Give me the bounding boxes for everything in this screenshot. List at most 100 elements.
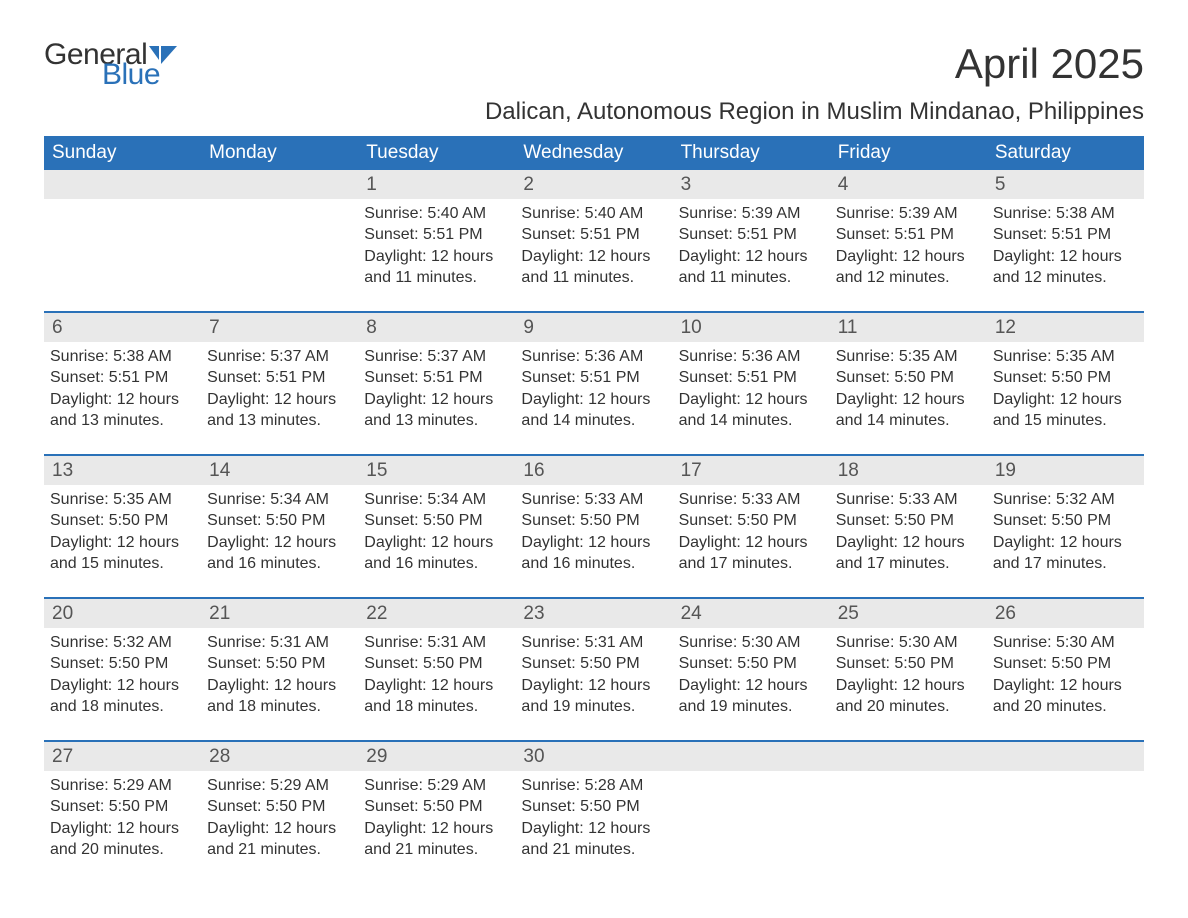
day-number: 4: [830, 170, 987, 199]
sunset-text: Sunset: 5:51 PM: [679, 367, 824, 389]
daylight-text: Daylight: 12 hours and 15 minutes.: [993, 389, 1138, 432]
daylight-text: Daylight: 12 hours and 12 minutes.: [836, 246, 981, 289]
sunrise-text: Sunrise: 5:29 AM: [207, 775, 352, 797]
day-cell: 27Sunrise: 5:29 AMSunset: 5:50 PMDayligh…: [44, 742, 201, 865]
sunrise-text: Sunrise: 5:33 AM: [836, 489, 981, 511]
weekday-header-row: SundayMondayTuesdayWednesdayThursdayFrid…: [44, 136, 1144, 170]
day-number: 19: [987, 456, 1144, 485]
day-number: 23: [515, 599, 672, 628]
sunset-text: Sunset: 5:50 PM: [207, 653, 352, 675]
sunrise-text: Sunrise: 5:30 AM: [836, 632, 981, 654]
sunrise-text: Sunrise: 5:35 AM: [50, 489, 195, 511]
sunrise-text: Sunrise: 5:30 AM: [993, 632, 1138, 654]
daylight-text: Daylight: 12 hours and 13 minutes.: [207, 389, 352, 432]
sunrise-text: Sunrise: 5:40 AM: [364, 203, 509, 225]
daylight-text: Daylight: 12 hours and 19 minutes.: [521, 675, 666, 718]
day-number: 16: [515, 456, 672, 485]
sunset-text: Sunset: 5:50 PM: [836, 510, 981, 532]
sunset-text: Sunset: 5:50 PM: [364, 796, 509, 818]
day-number: 5: [987, 170, 1144, 199]
day-number: [830, 742, 987, 771]
day-cell: 1Sunrise: 5:40 AMSunset: 5:51 PMDaylight…: [358, 170, 515, 293]
sunrise-text: Sunrise: 5:37 AM: [364, 346, 509, 368]
page-title: April 2025: [955, 40, 1144, 88]
day-cell: 15 Sunrise: 5:34 AMSunset: 5:50 PMDayligh…: [358, 456, 515, 579]
daylight-text: Daylight: 12 hours and 16 minutes.: [364, 532, 509, 575]
sunrise-text: Sunrise: 5:33 AM: [521, 489, 666, 511]
sunrise-text: Sunrise: 5:31 AM: [207, 632, 352, 654]
sunset-text: Sunset: 5:50 PM: [679, 510, 824, 532]
day-cell: 12Sunrise: 5:35 AMSunset: 5:50 PMDayligh…: [987, 313, 1144, 436]
day-cell: 3Sunrise: 5:39 AMSunset: 5:51 PMDaylight…: [673, 170, 830, 293]
sunset-text: Sunset: 5:50 PM: [521, 510, 666, 532]
sunrise-text: Sunrise: 5:34 AM: [364, 489, 509, 511]
day-cell: 2Sunrise: 5:40 AMSunset: 5:51 PMDaylight…: [515, 170, 672, 293]
sunset-text: Sunset: 5:50 PM: [836, 653, 981, 675]
sunrise-text: Sunrise: 5:39 AM: [679, 203, 824, 225]
header: General Blue April 2025: [44, 40, 1144, 90]
sunset-text: Sunset: 5:50 PM: [993, 510, 1138, 532]
sunrise-text: Sunrise: 5:38 AM: [50, 346, 195, 368]
sunset-text: Sunset: 5:50 PM: [207, 796, 352, 818]
day-cell: 19 Sunrise: 5:32 AMSunset: 5:50 PMDayligh…: [987, 456, 1144, 579]
day-number: 22: [358, 599, 515, 628]
day-cell: 4Sunrise: 5:39 AMSunset: 5:51 PMDaylight…: [830, 170, 987, 293]
day-number: 15: [358, 456, 515, 485]
daylight-text: Daylight: 12 hours and 11 minutes.: [521, 246, 666, 289]
day-number: 13: [44, 456, 201, 485]
weekday-header: Thursday: [673, 136, 830, 170]
daylight-text: Daylight: 12 hours and 19 minutes.: [679, 675, 824, 718]
sunset-text: Sunset: 5:50 PM: [993, 653, 1138, 675]
weekday-header: Tuesday: [358, 136, 515, 170]
sunset-text: Sunset: 5:50 PM: [364, 510, 509, 532]
sunrise-text: Sunrise: 5:35 AM: [836, 346, 981, 368]
day-cell: 6Sunrise: 5:38 AMSunset: 5:51 PMDaylight…: [44, 313, 201, 436]
sunrise-text: Sunrise: 5:33 AM: [679, 489, 824, 511]
day-number: [44, 170, 201, 199]
day-number: 27: [44, 742, 201, 771]
sunrise-text: Sunrise: 5:39 AM: [836, 203, 981, 225]
sunrise-text: Sunrise: 5:29 AM: [364, 775, 509, 797]
daylight-text: Daylight: 12 hours and 18 minutes.: [50, 675, 195, 718]
sunset-text: Sunset: 5:51 PM: [521, 367, 666, 389]
daylight-text: Daylight: 12 hours and 17 minutes.: [993, 532, 1138, 575]
day-number: 3: [673, 170, 830, 199]
daylight-text: Daylight: 12 hours and 13 minutes.: [364, 389, 509, 432]
sunset-text: Sunset: 5:50 PM: [836, 367, 981, 389]
day-number: 21: [201, 599, 358, 628]
daylight-text: Daylight: 12 hours and 11 minutes.: [679, 246, 824, 289]
sunrise-text: Sunrise: 5:30 AM: [679, 632, 824, 654]
day-number: 30: [515, 742, 672, 771]
sunset-text: Sunset: 5:50 PM: [207, 510, 352, 532]
day-cell: 26Sunrise: 5:30 AMSunset: 5:50 PMDayligh…: [987, 599, 1144, 722]
sunset-text: Sunset: 5:51 PM: [50, 367, 195, 389]
day-cell: 5Sunrise: 5:38 AMSunset: 5:51 PMDaylight…: [987, 170, 1144, 293]
calendar: SundayMondayTuesdayWednesdayThursdayFrid…: [44, 136, 1144, 865]
day-number: [987, 742, 1144, 771]
day-cell: [44, 170, 201, 293]
day-cell: 25Sunrise: 5:30 AMSunset: 5:50 PMDayligh…: [830, 599, 987, 722]
daylight-text: Daylight: 12 hours and 17 minutes.: [836, 532, 981, 575]
sunrise-text: Sunrise: 5:34 AM: [207, 489, 352, 511]
calendar-body: 1Sunrise: 5:40 AMSunset: 5:51 PMDaylight…: [44, 170, 1144, 865]
sunrise-text: Sunrise: 5:31 AM: [364, 632, 509, 654]
weekday-header: Wednesday: [515, 136, 672, 170]
weekday-header: Saturday: [987, 136, 1144, 170]
day-cell: 17Sunrise: 5:33 AMSunset: 5:50 PMDayligh…: [673, 456, 830, 579]
sunrise-text: Sunrise: 5:32 AM: [993, 489, 1138, 511]
sunset-text: Sunset: 5:50 PM: [993, 367, 1138, 389]
day-number: 25: [830, 599, 987, 628]
sunset-text: Sunset: 5:51 PM: [993, 224, 1138, 246]
day-number: 9: [515, 313, 672, 342]
day-cell: 14Sunrise: 5:34 AMSunset: 5:50 PMDayligh…: [201, 456, 358, 579]
day-cell: 23Sunrise: 5:31 AMSunset: 5:50 PMDayligh…: [515, 599, 672, 722]
day-number: [201, 170, 358, 199]
daylight-text: Daylight: 12 hours and 21 minutes.: [521, 818, 666, 861]
sunrise-text: Sunrise: 5:28 AM: [521, 775, 666, 797]
sunset-text: Sunset: 5:50 PM: [50, 510, 195, 532]
day-cell: 11Sunrise: 5:35 AMSunset: 5:50 PMDayligh…: [830, 313, 987, 436]
sunrise-text: Sunrise: 5:31 AM: [521, 632, 666, 654]
day-cell: 20Sunrise: 5:32 AMSunset: 5:50 PMDayligh…: [44, 599, 201, 722]
day-number: 10: [673, 313, 830, 342]
day-cell: 7Sunrise: 5:37 AMSunset: 5:51 PMDaylight…: [201, 313, 358, 436]
